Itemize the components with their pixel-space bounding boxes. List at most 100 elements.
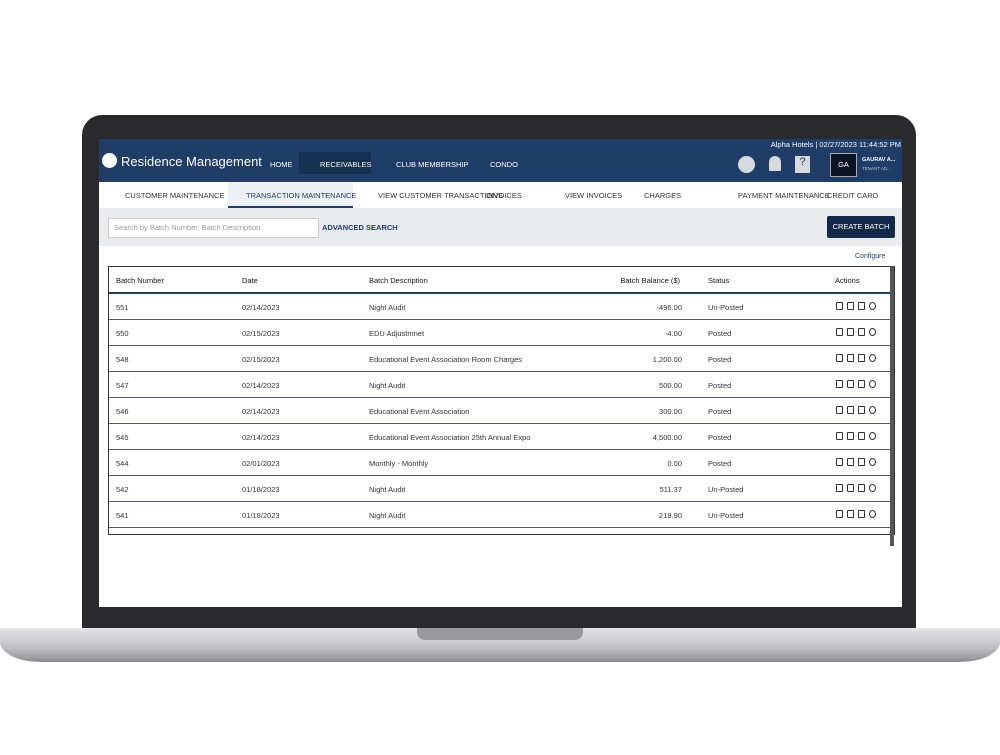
cell: 511.37 — [659, 485, 682, 494]
row — [109, 476, 894, 502]
action-icon[interactable] — [836, 406, 843, 414]
cell: -496.00 — [656, 303, 682, 312]
action-icon[interactable] — [858, 354, 865, 362]
action-icon[interactable] — [836, 354, 843, 362]
action-icon[interactable] — [858, 380, 865, 388]
column-header[interactable]: Batch Balance ($) — [620, 276, 680, 285]
action-icon[interactable] — [836, 432, 843, 440]
brand: Residence Management — [121, 154, 262, 169]
cell: Un-Posted — [708, 485, 744, 494]
cell: Posted — [708, 407, 732, 416]
cell: 02/14/2023 — [242, 433, 280, 442]
action-icon[interactable] — [847, 380, 854, 388]
column-header[interactable]: Batch Number — [116, 276, 164, 285]
action-icon[interactable] — [858, 406, 865, 414]
scrollbar — [890, 266, 894, 546]
action-icon[interactable] — [836, 484, 843, 492]
nav-item[interactable]: RECEIVABLES — [320, 160, 372, 169]
cell: 02/14/2023 — [242, 407, 280, 416]
row — [109, 294, 894, 320]
tab[interactable]: CHARGES — [644, 191, 682, 200]
nav-item[interactable]: CONDO — [490, 160, 518, 169]
table: Batch Number Date Batch Description Batch B… — [108, 266, 895, 535]
search-icon[interactable] — [738, 156, 755, 173]
action-icon[interactable] — [858, 302, 865, 310]
cell: Un-Posted — [708, 511, 744, 520]
cell: Posted — [708, 355, 732, 364]
avatar[interactable]: GA — [830, 153, 857, 177]
row — [109, 372, 894, 398]
tab[interactable]: CREDIT CARD — [827, 191, 879, 200]
cell: Night Audit — [369, 511, 406, 520]
action-icon[interactable] — [869, 484, 876, 492]
help-icon[interactable]: ? — [795, 156, 810, 173]
action-icon[interactable] — [869, 354, 876, 362]
action-icon[interactable] — [847, 484, 854, 492]
action-icon[interactable] — [836, 328, 843, 336]
action-icon[interactable] — [858, 328, 865, 336]
cell: 300.00 — [659, 407, 682, 416]
table-body: Batch Number Date Batch Description Batch B… — [109, 267, 894, 534]
action-icon[interactable] — [847, 302, 854, 310]
action-icon[interactable] — [847, 406, 854, 414]
cell: 02/14/2023 — [242, 303, 280, 312]
search-input[interactable]: Search by Batch Number, Batch Descriptio… — [108, 218, 319, 238]
tab[interactable]: CUSTOMER MAINTENANCE — [125, 191, 225, 200]
cell: Posted — [708, 329, 732, 338]
cell: Night Audit — [369, 381, 406, 390]
column-header[interactable]: Status — [708, 276, 730, 285]
action-icon[interactable] — [869, 328, 876, 336]
nav-item[interactable]: CLUB MEMBERSHIP — [396, 160, 469, 169]
tab[interactable]: TRANSACTION MAINTENANCE — [246, 191, 357, 200]
action-icon[interactable] — [847, 432, 854, 440]
tab[interactable]: INVOICES — [486, 191, 522, 200]
configure-link[interactable]: Configure — [855, 253, 886, 260]
advanced-search[interactable]: ADVANCED SEARCH — [322, 223, 398, 232]
action-icon[interactable] — [847, 458, 854, 466]
cell: 218.90 — [659, 511, 682, 520]
row — [109, 398, 894, 424]
action-icon[interactable] — [858, 432, 865, 440]
action-icon[interactable] — [836, 458, 843, 466]
action-icon[interactable] — [869, 432, 876, 440]
tab[interactable]: VIEW CUSTOMER TRANSACTIONS — [378, 191, 503, 200]
action-icon[interactable] — [836, 380, 843, 388]
action-icon[interactable] — [858, 458, 865, 466]
tab[interactable]: PAYMENT MAINTENANCE — [738, 191, 830, 200]
tab[interactable]: VIEW INVOICES — [565, 191, 623, 200]
cell: 02/15/2023 — [242, 355, 280, 364]
action-icon[interactable] — [869, 510, 876, 518]
cell: Monthly - Monthly — [369, 459, 429, 468]
row — [109, 502, 894, 528]
column-header[interactable]: Batch Description — [369, 276, 428, 285]
action-icon[interactable] — [869, 380, 876, 388]
action-icon[interactable] — [836, 302, 843, 310]
laptop-notch — [417, 628, 583, 640]
create-batch-button[interactable]: CREATE BATCH — [827, 216, 895, 238]
action-icon[interactable] — [847, 354, 854, 362]
cell: Educational Event Association 25th Annua… — [369, 433, 531, 442]
cell: 1,200.00 — [652, 355, 682, 364]
row — [109, 450, 894, 476]
cell: -4.00 — [664, 329, 682, 338]
cell: 4,500.00 — [652, 433, 682, 442]
nav-item[interactable]: HOME — [270, 160, 293, 169]
action-icon[interactable] — [858, 510, 865, 518]
column-header[interactable]: Actions — [835, 276, 860, 285]
user-role: TENANT AD... — [862, 166, 891, 171]
action-icon[interactable] — [847, 328, 854, 336]
action-icon[interactable] — [869, 302, 876, 310]
cell: Educational Event Association Room Charg… — [369, 355, 523, 364]
action-icon[interactable] — [847, 510, 854, 518]
action-icon[interactable] — [869, 406, 876, 414]
action-icon[interactable] — [869, 458, 876, 466]
column-header[interactable]: Date — [242, 276, 258, 285]
cell: 548 — [116, 355, 129, 364]
action-icon[interactable] — [836, 510, 843, 518]
action-icon[interactable] — [858, 484, 865, 492]
cell: 547 — [116, 381, 129, 390]
bell-icon[interactable] — [769, 156, 781, 171]
cell: Posted — [708, 459, 732, 468]
cell: EDU Adjustmnet — [369, 329, 425, 338]
